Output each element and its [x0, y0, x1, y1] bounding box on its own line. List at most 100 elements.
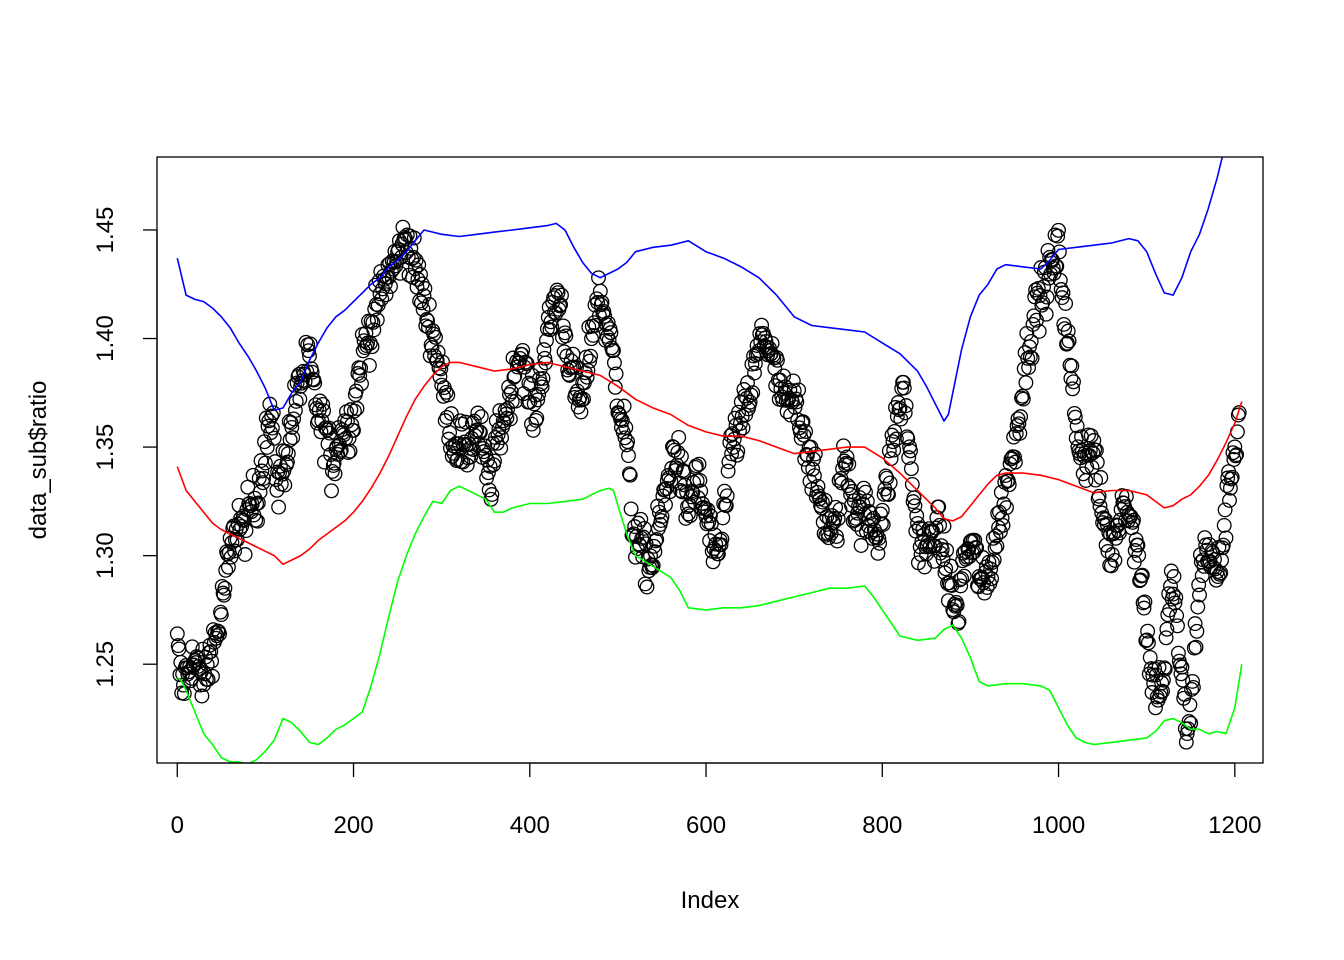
data-point: [481, 482, 497, 498]
data-point: [980, 569, 996, 585]
data-point: [888, 431, 904, 447]
data-point: [576, 391, 591, 407]
data-point: [480, 465, 496, 481]
data-point: [277, 477, 293, 493]
data-point: [1065, 381, 1081, 397]
data-point: [829, 529, 844, 544]
data-point: [953, 578, 969, 594]
data-point: [608, 366, 624, 382]
data-point: [284, 419, 300, 435]
data-point: [1079, 459, 1095, 475]
data-point: [870, 545, 886, 561]
data-point: [1049, 258, 1065, 274]
data-point: [1032, 288, 1048, 303]
data-point: [1007, 449, 1022, 465]
data-point: [989, 538, 1005, 554]
data-point: [715, 510, 731, 526]
data-point: [286, 411, 302, 427]
data-point: [282, 432, 298, 448]
data-point: [817, 492, 833, 508]
data-point: [342, 443, 358, 459]
data-point: [1001, 477, 1017, 493]
data-point: [988, 528, 1004, 544]
data-point: [1168, 590, 1184, 605]
data-point: [1188, 639, 1204, 655]
data-point: [348, 383, 364, 399]
series-line-3: [176, 485, 1243, 763]
data-point: [329, 439, 345, 454]
data-point: [413, 295, 429, 311]
data-point: [1008, 426, 1024, 442]
data-point: [701, 514, 717, 530]
data-point: [312, 393, 328, 409]
data-point: [583, 348, 599, 364]
data-point: [1038, 306, 1054, 322]
data-point: [169, 626, 185, 642]
data-point: [548, 305, 564, 321]
data-point: [1167, 595, 1183, 611]
data-point: [1126, 512, 1141, 528]
data-point: [1013, 409, 1029, 425]
data-point: [535, 371, 551, 386]
data-point: [248, 512, 264, 528]
data-point: [572, 389, 588, 405]
data-point: [890, 395, 906, 410]
data-point: [237, 547, 253, 562]
data-point: [621, 448, 636, 464]
data-point: [909, 508, 925, 524]
data-point: [984, 554, 1000, 570]
data-point: [979, 580, 995, 595]
data-point: [643, 548, 658, 564]
data-point: [544, 319, 560, 335]
data-point: [732, 416, 748, 431]
data-point: [776, 368, 792, 384]
data-point: [1023, 333, 1039, 349]
data-point: [433, 361, 449, 377]
data-point: [730, 443, 746, 459]
data-point: [606, 355, 622, 371]
data-point: [1011, 416, 1027, 432]
data-point: [999, 500, 1014, 516]
data-point: [841, 456, 857, 472]
data-point: [220, 559, 236, 575]
data-point: [934, 542, 950, 558]
data-point: [831, 472, 847, 488]
data-point: [882, 475, 898, 491]
data-point: [812, 491, 828, 507]
data-point: [413, 267, 428, 282]
data-point: [1091, 488, 1107, 504]
data-point: [469, 422, 485, 438]
data-point: [324, 463, 340, 479]
data-point: [879, 470, 895, 486]
x-tick-label: 800: [862, 812, 902, 839]
data-point: [898, 398, 914, 414]
data-point: [411, 257, 427, 273]
data-point: [1191, 577, 1207, 593]
data-point: [654, 509, 670, 524]
data-point: [368, 277, 384, 293]
data-point: [1189, 623, 1205, 639]
data-point: [967, 532, 983, 548]
data-point: [594, 294, 610, 310]
data-point: [1040, 242, 1056, 258]
data-point: [595, 305, 611, 321]
data-point: [1060, 323, 1076, 339]
data-point: [430, 344, 446, 360]
data-point: [720, 463, 736, 479]
data-point: [859, 493, 875, 509]
data-point: [600, 315, 616, 331]
data-point: [703, 516, 719, 532]
data-point: [552, 298, 568, 314]
data-point: [553, 297, 569, 313]
data-point: [292, 391, 308, 407]
data-point: [1217, 502, 1233, 518]
data-point: [814, 494, 830, 510]
data-point: [428, 329, 443, 345]
data-point: [556, 344, 572, 360]
data-point: [1135, 595, 1151, 611]
data-point: [633, 511, 649, 527]
data-point: [1182, 697, 1198, 713]
data-point: [1222, 492, 1237, 508]
data-point: [417, 281, 433, 296]
